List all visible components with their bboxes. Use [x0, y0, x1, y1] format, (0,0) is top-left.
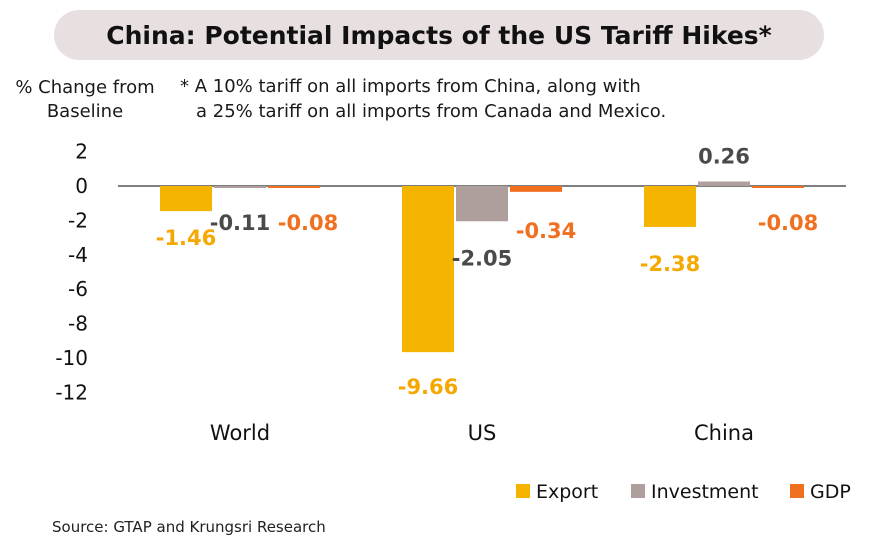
legend-label-gdp: GDP: [810, 481, 851, 503]
data-label-investment-china: 0.26: [698, 145, 750, 169]
data-label-gdp-china: -0.08: [758, 211, 819, 235]
legend-swatch-gdp: [790, 484, 804, 498]
legend-swatch-export: [516, 484, 530, 498]
footnote-line-1: * A 10% tariff on all imports from China…: [180, 76, 641, 97]
bar-investment-world: [214, 186, 266, 188]
chart-footnote: * A 10% tariff on all imports from China…: [180, 74, 666, 124]
y-tick-label: -6: [68, 277, 88, 301]
legend-label-investment: Investment: [651, 481, 759, 503]
legend-swatch-investment: [631, 484, 645, 498]
data-label-export-world: -1.46: [156, 226, 217, 250]
bar-investment-china: [698, 181, 750, 186]
y-tick-label: -12: [55, 380, 88, 404]
bar-gdp-us: [510, 186, 562, 192]
bar-gdp-world: [268, 186, 320, 188]
y-tick-label: 0: [75, 174, 88, 198]
data-label-investment-us: -2.05: [452, 246, 513, 270]
chart-title-banner: China: Potential Impacts of the US Tarif…: [54, 10, 824, 60]
y-tick-label: -8: [68, 312, 88, 336]
y-tick-label: -10: [55, 346, 88, 370]
y-tick-label: 2: [75, 140, 88, 164]
legend-label-export: Export: [536, 481, 598, 503]
footnote-line-2: a 25% tariff on all imports from Canada …: [196, 101, 667, 122]
y-tick-label: -2: [68, 208, 88, 232]
category-label: US: [468, 421, 497, 445]
category-label: China: [694, 421, 754, 445]
bar-investment-us: [456, 186, 508, 222]
y-tick-label: -4: [68, 243, 88, 267]
data-label-gdp-us: -0.34: [516, 219, 577, 243]
bar-export-world: [160, 186, 212, 212]
data-label-export-us: -9.66: [398, 375, 459, 399]
category-label: World: [210, 421, 270, 445]
bar-export-china: [644, 186, 696, 227]
source-note: Source: GTAP and Krungsri Research: [52, 518, 326, 536]
bar-gdp-china: [752, 186, 804, 188]
data-label-investment-world: -0.11: [210, 211, 271, 235]
y-axis-label: % Change from Baseline: [15, 77, 155, 122]
bar-export-us: [402, 186, 454, 353]
data-label-gdp-world: -0.08: [278, 211, 339, 235]
chart-title: China: Potential Impacts of the US Tarif…: [106, 20, 772, 50]
data-label-export-china: -2.38: [640, 252, 701, 276]
